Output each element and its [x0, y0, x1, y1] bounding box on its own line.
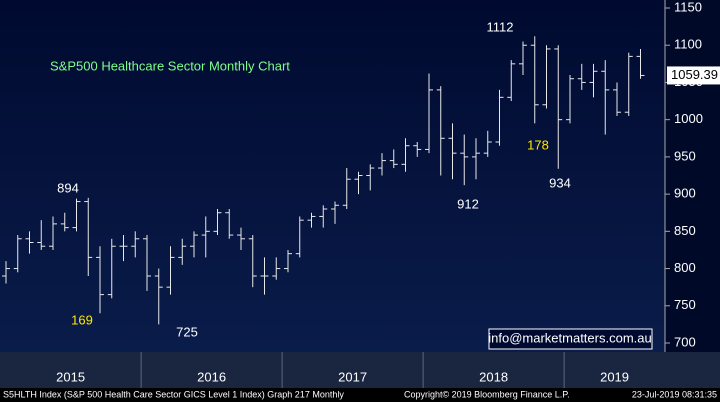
- y-tick-label: 1000: [674, 111, 703, 126]
- x-tick-label: 2016: [197, 369, 226, 384]
- contact: info@marketmatters.com.au: [488, 330, 651, 345]
- last-price: 1059.39: [671, 67, 718, 82]
- x-tick-label: 2018: [479, 369, 508, 384]
- footer-left: S5HLTH Index (S&P 500 Health Care Sector…: [3, 389, 344, 399]
- annotation: 169: [71, 312, 93, 327]
- annotation: 725: [176, 324, 198, 339]
- y-tick-label: 850: [674, 223, 696, 238]
- x-axis-band: [0, 352, 720, 388]
- y-tick-label: 700: [674, 334, 696, 349]
- footer-band: [0, 388, 720, 402]
- y-tick-label: 950: [674, 148, 696, 163]
- last-price-box: [667, 66, 720, 85]
- annotation: 1112: [487, 19, 514, 34]
- y-tick-label: 1100: [674, 37, 702, 52]
- footer-mid: Copyright© 2019 Bloomberg Finance L.P.: [404, 389, 570, 399]
- annotation: 894: [57, 180, 79, 195]
- y-tick-label: 800: [674, 260, 696, 275]
- annotation: 178: [527, 137, 549, 152]
- plot-area: [0, 0, 665, 352]
- y-tick-label: 750: [674, 297, 696, 312]
- footer-right: 23-Jul-2019 08:31:35: [632, 389, 717, 399]
- annotation: 934: [549, 175, 571, 190]
- annotation: 912: [457, 196, 479, 211]
- y-tick-label: 1150: [674, 0, 702, 14]
- contact-box: [488, 328, 653, 350]
- x-tick-label: 2019: [600, 369, 629, 384]
- chart-title: S&P500 Healthcare Sector Monthly Chart: [50, 58, 290, 73]
- x-tick-label: 2017: [338, 369, 367, 384]
- y-tick-label: 900: [674, 186, 696, 201]
- x-tick-label: 2015: [56, 369, 85, 384]
